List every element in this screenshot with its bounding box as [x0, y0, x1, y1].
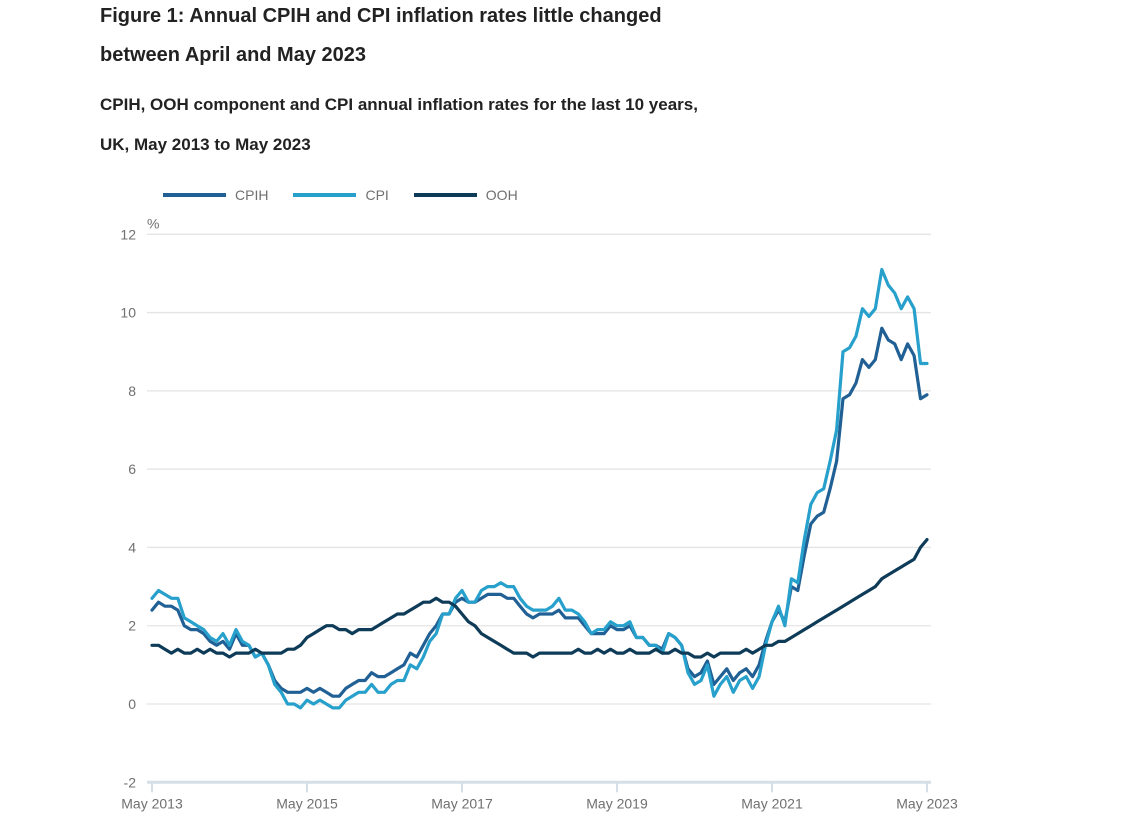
cpih-line-swatch-icon: [163, 193, 226, 197]
y-axis-tick-label: 8: [128, 383, 136, 399]
x-axis-tick-label: May 2023: [896, 795, 958, 811]
legend-label-cpih: CPIH: [235, 187, 269, 203]
figure-subtitle-line2: UK, May 2013 to May 2023: [100, 135, 311, 154]
x-axis-tick-label: May 2021: [741, 795, 803, 811]
y-axis-tick-label: 4: [128, 539, 136, 555]
legend-label-ooh: OOH: [485, 187, 518, 203]
y-axis-tick-label: 10: [120, 305, 136, 321]
y-axis-tick-label: 0: [128, 696, 136, 712]
figure-title-line2: between April and May 2023: [100, 44, 367, 66]
legend-item-cpi: CPI: [293, 187, 389, 203]
x-axis-tick-label: May 2015: [276, 795, 338, 811]
y-axis-tick-label: -2: [124, 774, 137, 790]
x-axis-tick-label: May 2013: [121, 795, 183, 811]
x-axis-tick-label: May 2019: [586, 795, 648, 811]
y-axis-tick-label: 12: [120, 226, 136, 242]
ooh-line-swatch-icon: [413, 193, 477, 197]
y-axis-tick-label: 6: [128, 461, 136, 477]
legend-item-ooh: OOH: [413, 187, 518, 203]
series-line-cpi: [150, 267, 929, 710]
x-axis-tick-label: May 2017: [431, 795, 493, 811]
series-line-ooh: [150, 537, 929, 659]
legend-label-cpi: CPI: [365, 187, 389, 203]
y-axis-unit-label: %: [147, 215, 159, 231]
series-line-cpih: [150, 326, 929, 698]
y-axis-tick-label: 2: [128, 618, 136, 634]
legend-item-cpih: CPIH: [163, 187, 268, 203]
cpi-line-swatch-icon: [293, 193, 357, 197]
figure-subtitle-line1: CPIH, OOH component and CPI annual infla…: [100, 95, 698, 114]
chart-legend: CPIH CPI OOH: [163, 186, 543, 204]
figure-title-line1: Figure 1: Annual CPIH and CPI inflation …: [100, 5, 662, 27]
